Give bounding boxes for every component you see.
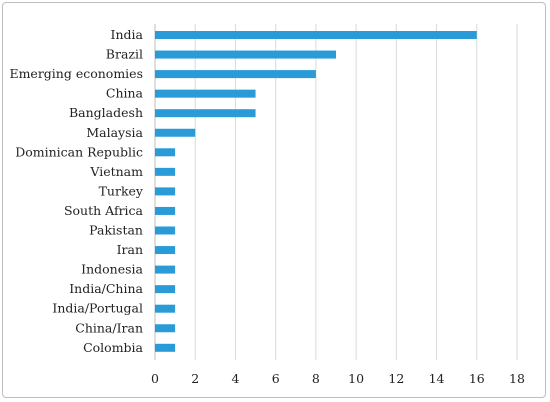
bar-china (155, 89, 256, 98)
tick-label-layer: 0 2 4 6 8 10 12 14 16 18 (151, 371, 525, 386)
x-tick-label-18: 18 (509, 371, 525, 386)
category-label-layer: India Brazil Emerging economies China Bangla… (9, 27, 143, 355)
x-tick-label-14: 14 (429, 371, 445, 386)
bar-pakistan (155, 226, 176, 235)
bar-turkey (155, 187, 176, 196)
category-label-vietnam: Vietnam (89, 164, 143, 179)
bar-india-portugal (155, 304, 176, 313)
bar-emerging-economies (155, 70, 316, 79)
category-label-india-china: India/China (69, 281, 143, 296)
bar-south-africa (155, 206, 176, 215)
bar-malaysia (155, 128, 196, 137)
category-label-dominican-republic: Dominican Republic (15, 144, 143, 159)
category-label-malaysia: Malaysia (86, 125, 143, 140)
x-tick-label-6: 6 (272, 371, 280, 386)
category-label-turkey: Turkey (99, 183, 144, 198)
category-label-india-portugal: India/Portugal (52, 301, 143, 316)
category-label-brazil: Brazil (106, 47, 143, 62)
category-label-bangladesh: Bangladesh (69, 105, 143, 120)
bar-india-china (155, 285, 176, 294)
category-label-china: China (106, 86, 144, 101)
bar-dominican-republic (155, 148, 176, 157)
x-tick-label-2: 2 (191, 371, 199, 386)
bar-iran (155, 246, 176, 255)
bar-bangladesh (155, 109, 256, 118)
category-label-emerging-economies: Emerging economies (9, 66, 143, 81)
x-tick-label-8: 8 (312, 371, 320, 386)
category-label-pakistan: Pakistan (89, 223, 143, 238)
x-tick-label-4: 4 (231, 371, 239, 386)
category-label-colombia: Colombia (83, 340, 143, 355)
bar-layer (155, 31, 477, 352)
x-tick-label-0: 0 (151, 371, 159, 386)
x-tick-label-12: 12 (388, 371, 404, 386)
bar-india (155, 31, 477, 39)
bar-brazil (155, 50, 336, 59)
category-label-china-iran: China/Iran (75, 320, 143, 335)
bar-colombia (155, 343, 176, 352)
category-label-iran: Iran (117, 242, 143, 257)
x-tick-label-16: 16 (469, 371, 485, 386)
bar-vietnam (155, 167, 176, 176)
category-label-india: India (111, 27, 144, 42)
category-label-south-africa: South Africa (64, 203, 144, 218)
bar-china-iran (155, 324, 176, 333)
chart-frame (2, 2, 546, 398)
bar-indonesia (155, 265, 176, 274)
category-label-indonesia: Indonesia (81, 262, 143, 277)
x-tick-label-10: 10 (348, 371, 364, 386)
